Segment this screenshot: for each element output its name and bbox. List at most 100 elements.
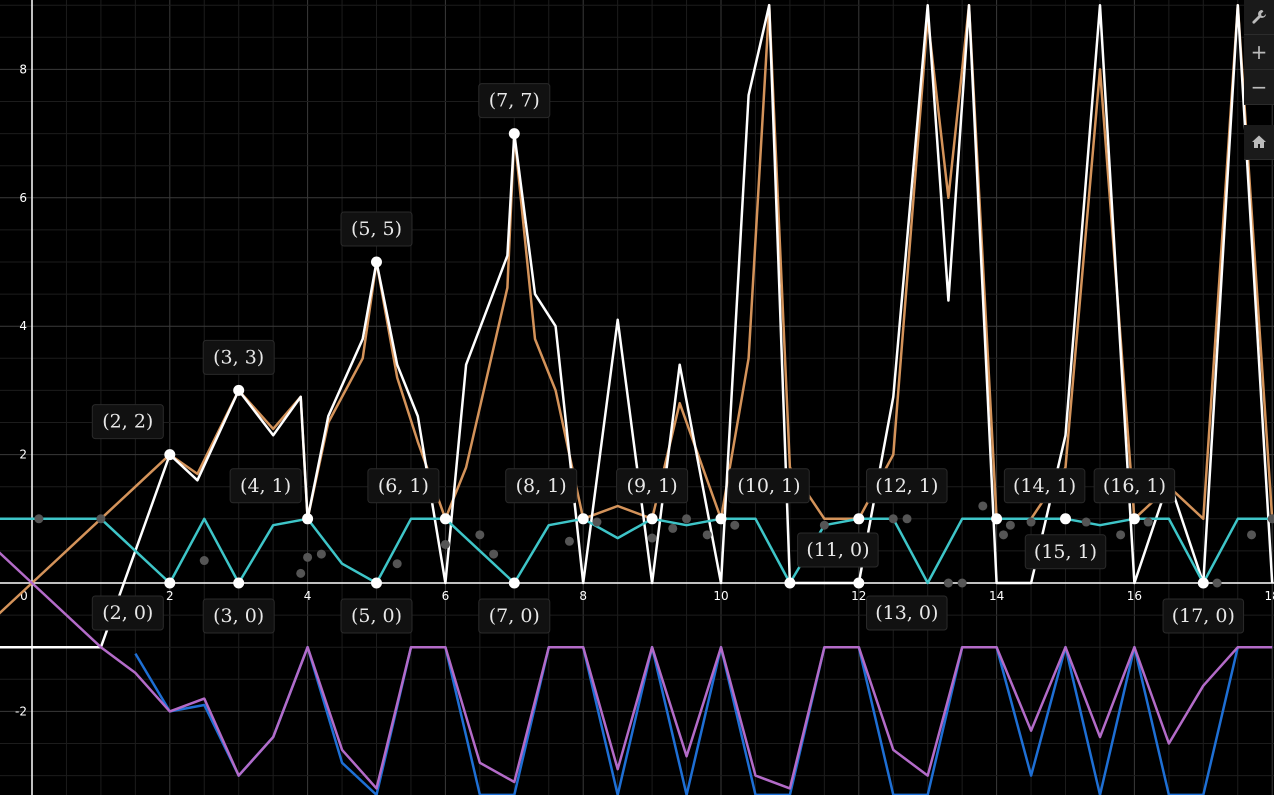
point-label: (16, 1) [1103,475,1166,497]
point-label-box [728,468,810,504]
point-marker [853,513,865,525]
grey-point [296,568,306,578]
point-marker [233,577,245,589]
point-label: (2, 2) [102,411,153,433]
home-button[interactable] [1244,125,1274,160]
point-label: (7, 7) [489,90,540,112]
grey-point [592,517,602,527]
point-marker [784,577,796,589]
grey-point [682,514,692,524]
grey-point [1212,578,1222,588]
y-tick-label: 8 [19,62,27,76]
point-marker [1197,577,1209,589]
grey-point [1247,530,1257,540]
x-tick-label: 6 [442,589,450,603]
point-marker [508,577,520,589]
grey-points [34,501,1274,588]
grey-point [1005,520,1015,530]
settings-button[interactable] [1244,0,1274,35]
point-label: (7, 0) [489,605,540,627]
y-tick-label: 4 [19,319,27,333]
point-label-box [478,598,551,634]
grey-point [819,520,829,530]
grey-point [957,578,967,588]
grey-point [1081,517,1091,527]
grey-point [1267,514,1274,524]
point-marker [164,577,176,589]
point-label: (15, 1) [1034,541,1097,563]
point-label: (5, 0) [351,605,402,627]
labeled-points: (2, 2) (2, 0) (3, 3) (3, 0) (4, 1) (5, 5) (5, … [91,83,1245,634]
grey-point [475,530,485,540]
point-label: (5, 5) [351,218,402,240]
x-tick-label: 14 [989,589,1004,603]
grey-point [303,552,313,562]
home-icon [1252,135,1266,148]
point-label-box [340,211,413,247]
point-marker [715,513,727,525]
wrench-icon [1252,10,1266,24]
grey-point [489,549,499,559]
point-label-box [1093,468,1176,504]
grey-point [998,530,1008,540]
point-label: (11, 0) [806,539,869,561]
point-label-box [1162,598,1245,634]
point-label: (3, 0) [213,605,264,627]
grey-point [440,539,450,549]
point-marker [371,577,382,589]
point-label-box [367,468,440,504]
point-marker [439,513,451,525]
zoom-out-button[interactable]: − [1244,70,1274,105]
point-label-box [1003,468,1086,504]
point-label-box [505,468,578,504]
point-label: (12, 1) [875,475,938,497]
point-label-box [616,468,689,504]
grey-point [1143,517,1153,527]
series-blue [134,645,1273,795]
grey-point [564,536,574,546]
y-tick-label: 2 [19,448,27,462]
point-marker [646,513,658,525]
x-tick-label: 10 [713,589,728,603]
point-label-box [202,598,275,634]
grey-point [1116,530,1126,540]
x-tick-label: 2 [166,589,174,603]
grey-point [199,556,209,566]
point-label: (8, 1) [516,475,567,497]
point-label-box [202,339,275,375]
x-tick-label: 8 [579,589,587,603]
curves [0,3,1274,795]
x-tick-label: 12 [851,589,866,603]
point-label-box [91,404,164,440]
point-label-box [866,595,948,631]
point-label: (6, 1) [378,475,429,497]
grey-point [647,533,657,543]
point-label-box [478,83,551,119]
point-marker [508,128,520,140]
grey-point [888,514,898,524]
grey-point [392,559,402,569]
zoom-in-button[interactable]: + [1244,35,1274,70]
x-tick-label: 0 [20,589,28,603]
point-marker [1128,513,1140,525]
point-label: (9, 1) [627,475,678,497]
grey-point [702,530,712,540]
series-orange [0,3,1274,615]
graph-toolbar: + − [1244,0,1274,160]
grey-point [96,514,106,524]
grey-point [902,514,912,524]
grey-point [668,523,678,533]
point-label: (10, 1) [737,475,800,497]
point-marker [577,513,589,525]
x-tick-label: 18 [1265,589,1274,603]
y-tick-label: -2 [15,704,27,718]
grey-point [978,501,988,511]
point-marker [371,256,382,268]
y-tick-label: 6 [19,191,27,205]
point-marker [991,513,1003,525]
point-label: (17, 0) [1172,605,1235,627]
grey-point [1026,517,1036,527]
